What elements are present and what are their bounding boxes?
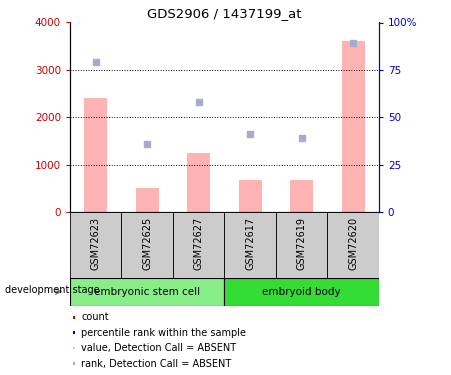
Text: embryoid body: embryoid body xyxy=(262,286,341,297)
Text: GSM72623: GSM72623 xyxy=(91,217,101,270)
Bar xyxy=(225,278,379,306)
Bar xyxy=(136,188,159,212)
Text: GSM72617: GSM72617 xyxy=(245,217,255,270)
Bar xyxy=(73,316,75,318)
Bar xyxy=(70,212,121,278)
Text: count: count xyxy=(81,312,109,322)
Text: development stage: development stage xyxy=(5,285,99,295)
Bar xyxy=(73,362,75,365)
Bar xyxy=(84,98,107,212)
Bar xyxy=(327,212,379,278)
Text: rank, Detection Call = ABSENT: rank, Detection Call = ABSENT xyxy=(81,358,232,369)
Text: GSM72625: GSM72625 xyxy=(142,217,152,270)
Title: GDS2906 / 1437199_at: GDS2906 / 1437199_at xyxy=(147,7,302,20)
Bar xyxy=(73,331,75,334)
Bar xyxy=(276,212,327,278)
Bar xyxy=(290,180,313,212)
Bar xyxy=(70,278,225,306)
Bar xyxy=(73,346,75,350)
Text: value, Detection Call = ABSENT: value, Detection Call = ABSENT xyxy=(81,343,236,353)
Bar xyxy=(173,212,225,278)
Bar xyxy=(239,180,262,212)
Bar xyxy=(187,153,210,212)
Text: percentile rank within the sample: percentile rank within the sample xyxy=(81,328,246,338)
Text: GSM72627: GSM72627 xyxy=(193,217,204,270)
Bar xyxy=(341,42,365,212)
Text: GSM72620: GSM72620 xyxy=(348,217,358,270)
Text: GSM72619: GSM72619 xyxy=(297,217,307,270)
Bar xyxy=(225,212,276,278)
Bar xyxy=(121,212,173,278)
Text: embryonic stem cell: embryonic stem cell xyxy=(94,286,200,297)
